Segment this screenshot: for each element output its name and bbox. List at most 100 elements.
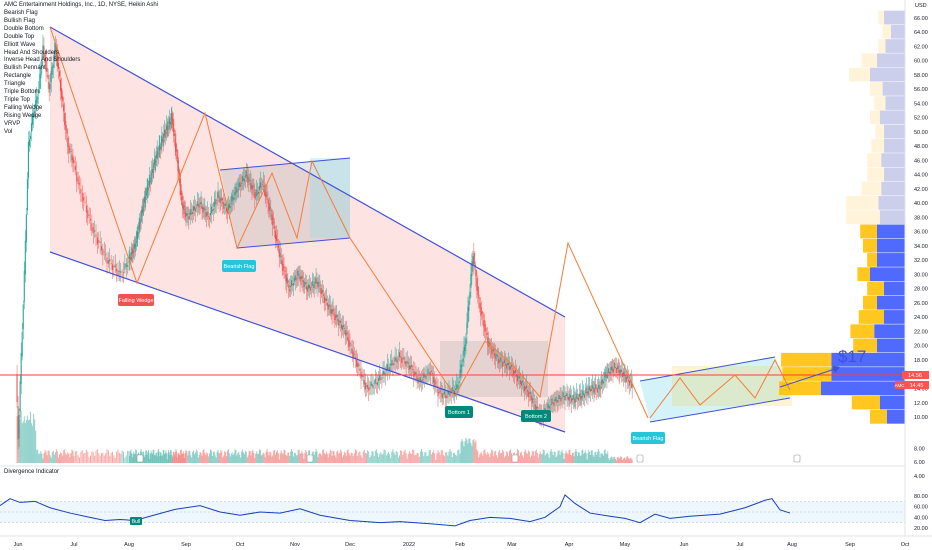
candle[interactable] — [429, 371, 431, 375]
candle[interactable] — [284, 270, 286, 272]
candle[interactable] — [241, 183, 243, 184]
candle[interactable] — [559, 396, 561, 399]
candle[interactable] — [606, 374, 608, 378]
candle[interactable] — [290, 285, 292, 288]
candle[interactable] — [320, 287, 322, 294]
candle[interactable] — [157, 154, 159, 156]
candle[interactable] — [182, 203, 184, 209]
candle[interactable] — [283, 267, 285, 269]
candle[interactable] — [435, 382, 437, 384]
candle[interactable] — [66, 129, 68, 134]
candle[interactable] — [356, 360, 358, 367]
candle[interactable] — [243, 178, 245, 182]
candle[interactable] — [572, 395, 574, 399]
candle[interactable] — [367, 384, 369, 389]
candle[interactable] — [280, 256, 282, 257]
candle[interactable] — [257, 192, 259, 194]
candle[interactable] — [530, 395, 532, 401]
candle[interactable] — [242, 176, 244, 182]
candle[interactable] — [458, 381, 460, 384]
candle[interactable] — [428, 372, 430, 374]
candle[interactable] — [300, 277, 302, 280]
candle[interactable] — [501, 360, 503, 362]
candle[interactable] — [84, 201, 86, 203]
candle[interactable] — [268, 203, 270, 211]
candle[interactable] — [599, 388, 601, 390]
candle[interactable] — [499, 360, 501, 363]
candle[interactable] — [614, 362, 616, 368]
candle[interactable] — [389, 367, 391, 371]
candle[interactable] — [423, 373, 425, 379]
candle[interactable] — [472, 256, 474, 265]
candle[interactable] — [156, 151, 158, 157]
candle[interactable] — [550, 404, 552, 406]
candle[interactable] — [609, 371, 611, 375]
candle[interactable] — [631, 383, 633, 388]
candle[interactable] — [261, 183, 263, 185]
candle[interactable] — [196, 201, 198, 207]
candle[interactable] — [357, 362, 359, 368]
candle[interactable] — [491, 348, 493, 355]
candle[interactable] — [340, 320, 342, 323]
candle[interactable] — [470, 274, 472, 288]
candle[interactable] — [274, 226, 276, 229]
candle[interactable] — [330, 308, 332, 314]
candle[interactable] — [331, 310, 333, 314]
candle[interactable] — [527, 391, 529, 398]
candle[interactable] — [151, 168, 154, 173]
candle[interactable] — [233, 197, 235, 200]
candle[interactable] — [505, 363, 507, 366]
candle[interactable] — [289, 288, 291, 292]
candle[interactable] — [344, 330, 346, 336]
candle[interactable] — [569, 394, 571, 398]
candle[interactable] — [384, 372, 386, 376]
candle[interactable] — [91, 223, 93, 232]
candle[interactable] — [382, 370, 384, 376]
candle[interactable] — [143, 196, 145, 204]
candle[interactable] — [374, 378, 376, 384]
candle[interactable] — [600, 386, 602, 388]
candle[interactable] — [471, 261, 473, 277]
candle[interactable] — [314, 281, 316, 284]
candle[interactable] — [625, 376, 627, 382]
candle[interactable] — [553, 402, 555, 406]
candle[interactable] — [234, 192, 236, 196]
candle[interactable] — [43, 46, 45, 50]
candle[interactable] — [185, 213, 187, 217]
candle[interactable] — [231, 195, 233, 202]
pattern-zigzag-2[interactable] — [649, 358, 791, 419]
candle[interactable] — [296, 277, 298, 279]
candle[interactable] — [122, 272, 125, 273]
candle[interactable] — [225, 203, 227, 206]
candle[interactable] — [182, 205, 184, 210]
candle[interactable] — [460, 364, 462, 373]
candle[interactable] — [32, 113, 34, 125]
candle[interactable] — [341, 325, 344, 331]
candle[interactable] — [142, 209, 144, 211]
candle[interactable] — [561, 397, 563, 399]
candle[interactable] — [358, 364, 360, 366]
candle[interactable] — [509, 366, 512, 370]
candle[interactable] — [343, 328, 345, 329]
candle[interactable] — [415, 371, 417, 375]
candle[interactable] — [407, 362, 409, 364]
candle[interactable] — [105, 254, 107, 256]
candle[interactable] — [85, 205, 87, 213]
candle[interactable] — [106, 257, 108, 264]
candle[interactable] — [221, 197, 223, 201]
candle[interactable] — [170, 121, 172, 125]
candle[interactable] — [574, 398, 576, 403]
candle[interactable] — [198, 204, 200, 208]
candle[interactable] — [165, 131, 167, 134]
candle[interactable] — [175, 144, 177, 152]
candle[interactable] — [476, 278, 478, 291]
candle[interactable] — [207, 211, 209, 215]
candle[interactable] — [166, 125, 168, 131]
candle[interactable] — [229, 205, 231, 208]
candle[interactable] — [114, 264, 116, 268]
candle[interactable] — [617, 365, 619, 370]
candle[interactable] — [72, 157, 74, 164]
candle[interactable] — [474, 261, 476, 267]
candle[interactable] — [206, 213, 208, 217]
candle[interactable] — [270, 209, 272, 211]
